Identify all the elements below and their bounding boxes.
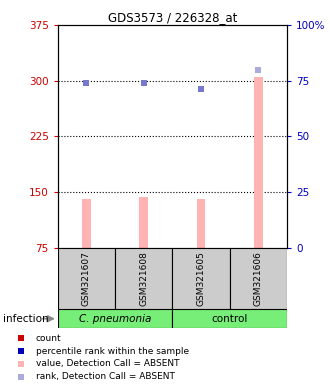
Text: GSM321605: GSM321605 (197, 251, 206, 306)
Text: percentile rank within the sample: percentile rank within the sample (36, 347, 189, 356)
Bar (230, 248, 287, 309)
Text: control: control (212, 314, 248, 324)
Text: GSM321607: GSM321607 (82, 251, 91, 306)
Bar (82, 199, 91, 248)
Bar (58, 248, 115, 309)
Bar (173, 309, 287, 328)
Title: GDS3573 / 226328_at: GDS3573 / 226328_at (108, 11, 237, 24)
Bar (173, 248, 230, 309)
Text: GSM321608: GSM321608 (139, 251, 148, 306)
Text: GSM321606: GSM321606 (254, 251, 263, 306)
Text: infection: infection (3, 314, 49, 324)
Bar (197, 199, 205, 248)
Text: rank, Detection Call = ABSENT: rank, Detection Call = ABSENT (36, 372, 175, 381)
Bar (140, 197, 148, 248)
Bar (254, 77, 263, 248)
Text: value, Detection Call = ABSENT: value, Detection Call = ABSENT (36, 359, 180, 369)
Text: C. pneumonia: C. pneumonia (79, 314, 151, 324)
Bar (115, 248, 173, 309)
Text: count: count (36, 334, 62, 343)
Bar (58, 309, 173, 328)
